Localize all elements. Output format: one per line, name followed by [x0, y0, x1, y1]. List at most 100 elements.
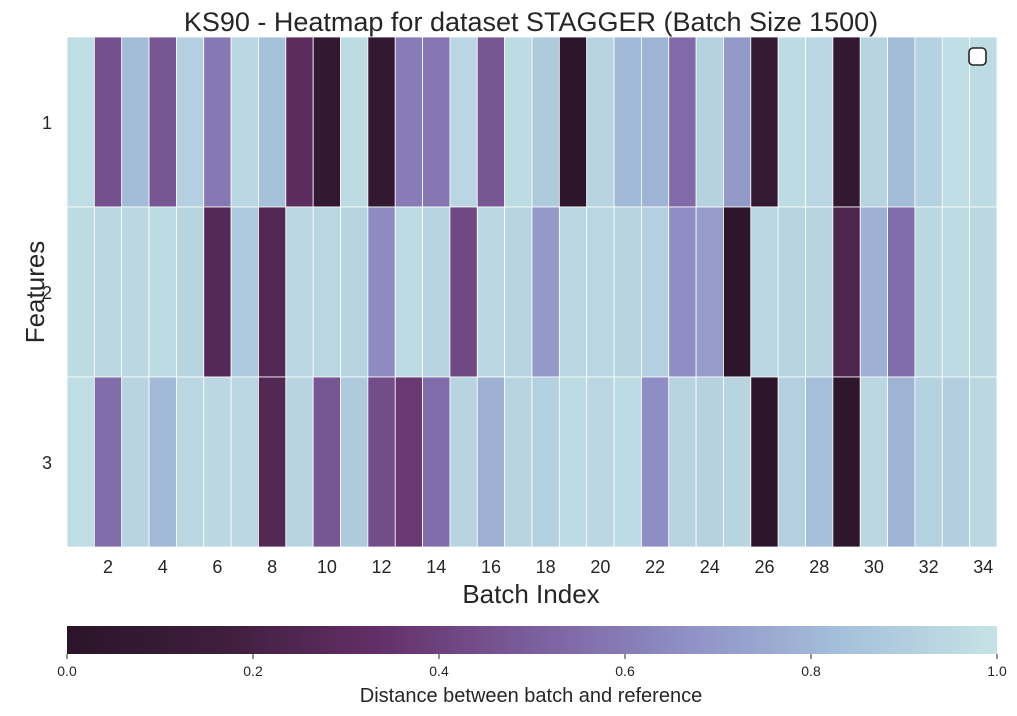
y-tick-label: 3: [42, 453, 52, 473]
heatmap-cell: [668, 36, 697, 208]
heatmap-cell: [586, 206, 615, 378]
heatmap-cell: [312, 206, 341, 378]
heatmap-cell: [969, 376, 998, 548]
x-tick-label: 18: [536, 557, 556, 577]
heatmap-cell: [777, 36, 806, 208]
x-tick-label: 32: [919, 557, 939, 577]
heatmap-cell: [723, 376, 752, 548]
heatmap-cell: [476, 376, 506, 548]
heatmap-cell: [558, 376, 588, 548]
heatmap-cell: [367, 206, 396, 378]
heatmap-cell: [176, 376, 205, 548]
x-tick-label: 26: [754, 557, 774, 577]
x-tick-label: 24: [700, 557, 720, 577]
heatmap-cell: [258, 206, 287, 378]
heatmap-cell: [93, 376, 123, 548]
heatmap-cell: [805, 376, 834, 548]
colorbar-tick-label: 1.0: [987, 663, 1007, 679]
chart-title: KS90 - Heatmap for dataset STAGGER (Batc…: [184, 7, 878, 37]
heatmap-cell: [695, 36, 724, 208]
heatmap-cell: [695, 376, 724, 548]
heatmap-cell: [613, 206, 642, 378]
heatmap-cell: [969, 206, 998, 378]
heatmap-cell: [93, 36, 123, 208]
heatmap-cell: [121, 376, 150, 548]
heatmap-cell: [449, 206, 478, 378]
heatmap-cell: [176, 36, 205, 208]
x-axis-ticks: 2 4 6 8 10 12 14 16 18 20 22 24 26 28 30 32 34: [103, 557, 993, 577]
heatmap-cell: [586, 36, 615, 208]
heatmap-cell: [941, 206, 971, 378]
heatmap-cell: [887, 376, 916, 548]
heatmap-cell: [723, 36, 752, 208]
x-tick-label: 30: [864, 557, 884, 577]
heatmap-cell: [504, 376, 533, 548]
heatmap-cell: [941, 376, 971, 548]
heatmap-cell: [914, 376, 943, 548]
heatmap-cell: [312, 36, 341, 208]
colorbar-tick-label: 0.2: [243, 663, 263, 679]
heatmap-cell: [367, 376, 396, 548]
heatmap-cell: [641, 206, 670, 378]
heatmap-cell: [750, 36, 779, 208]
x-tick-label: 12: [372, 557, 392, 577]
heatmap-cell: [641, 36, 670, 208]
x-tick-label: 2: [103, 557, 113, 577]
heatmap-cell: [476, 206, 506, 378]
heatmap-cell: [340, 376, 369, 548]
heatmap-cell: [148, 376, 177, 548]
colorbar-tick-label: 0.6: [615, 663, 635, 679]
colorbar-tick-label: 0.0: [57, 663, 77, 679]
heatmap-cell: [148, 36, 177, 208]
x-tick-label: 4: [158, 557, 168, 577]
y-axis-label: Features: [20, 241, 50, 344]
heatmap-cell: [422, 376, 451, 548]
heatmap-cell: [859, 206, 888, 378]
heatmap-cell: [723, 206, 752, 378]
heatmap-cell: [777, 376, 806, 548]
colorbar: [67, 626, 997, 654]
heatmap-cell: [887, 36, 916, 208]
heatmap-cell: [805, 206, 834, 378]
heatmap-cell: [531, 36, 560, 208]
heatmap-cell: [859, 36, 888, 208]
heatmap-cell: [613, 36, 642, 208]
heatmap-cells: [66, 36, 998, 548]
colorbar-label: Distance between batch and reference: [360, 685, 702, 707]
heatmap-cell: [531, 206, 560, 378]
heatmap-cell: [258, 376, 287, 548]
heatmap-cell: [285, 376, 314, 548]
heatmap-cell: [914, 36, 943, 208]
heatmap-cell: [558, 36, 588, 208]
heatmap-cell: [832, 206, 861, 378]
heatmap-cell: [66, 376, 95, 548]
heatmap-cell: [449, 36, 478, 208]
heatmap-cell: [586, 376, 615, 548]
heatmap-cell: [285, 206, 314, 378]
heatmap-cell: [887, 206, 916, 378]
heatmap-cell: [422, 206, 451, 378]
heatmap-cell: [449, 376, 478, 548]
heatmap-cell: [777, 206, 806, 378]
heatmap-cell: [558, 206, 588, 378]
x-axis-label: Batch Index: [462, 579, 599, 609]
heatmap-cell: [476, 36, 506, 208]
heatmap-cell: [504, 206, 533, 378]
heatmap-cell: [641, 376, 670, 548]
x-tick-label: 14: [426, 557, 446, 577]
heatmap-cell: [66, 206, 95, 378]
heatmap-cell: [230, 206, 259, 378]
heatmap-cell: [668, 206, 697, 378]
heatmap-cell: [941, 36, 971, 208]
heatmap-cell: [340, 206, 369, 378]
x-tick-label: 16: [481, 557, 501, 577]
colorbar-tick-label: 0.4: [429, 663, 449, 679]
heatmap-cell: [914, 206, 943, 378]
colorbar-ticks: 0.0 0.2 0.4 0.6 0.8 1.0: [57, 654, 1007, 679]
heatmap-cell: [750, 206, 779, 378]
heatmap-cell: [394, 36, 423, 208]
heatmap-cell: [613, 376, 642, 548]
heatmap-cell: [230, 36, 259, 208]
heatmap-cell: [285, 36, 314, 208]
